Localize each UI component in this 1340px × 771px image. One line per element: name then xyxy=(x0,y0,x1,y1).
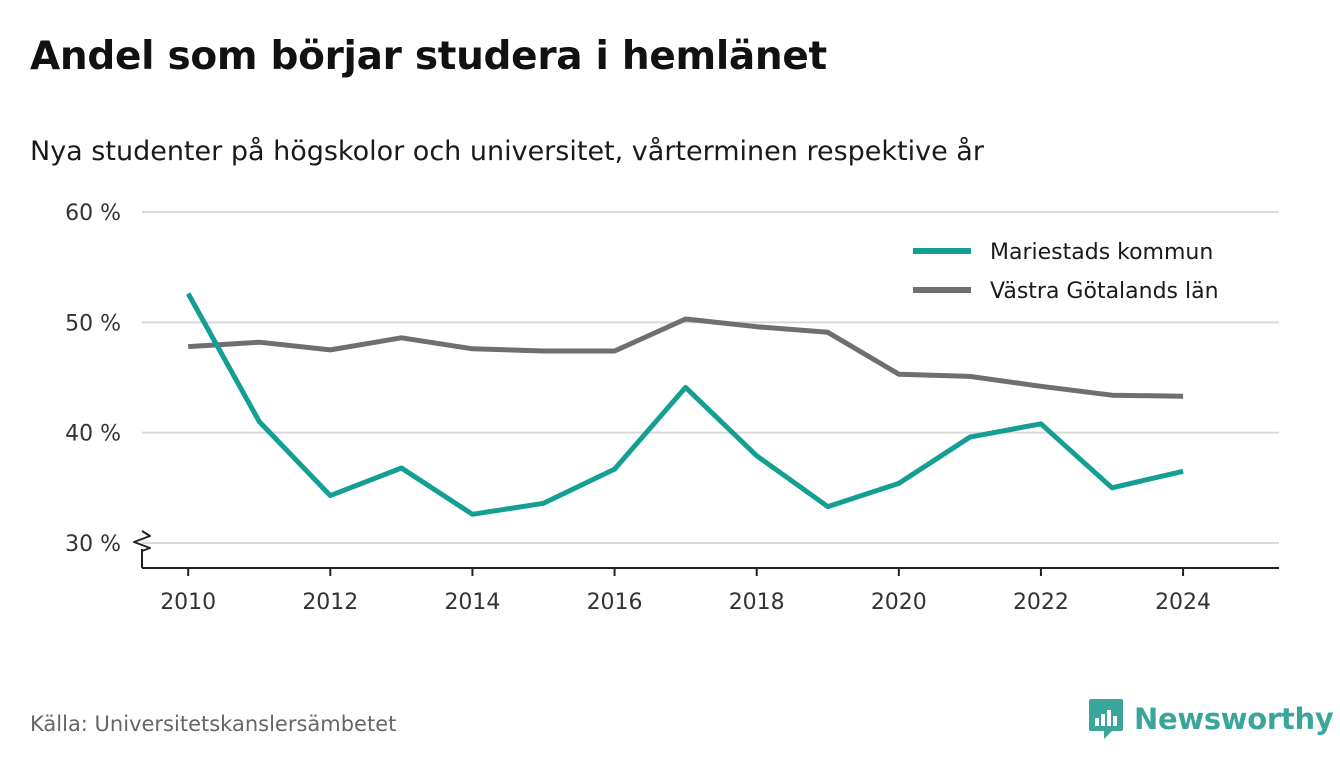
series-line-mariestads-kommun xyxy=(186,292,1184,517)
series-line-vastra-gotalands-lan xyxy=(188,316,1184,399)
x-axis xyxy=(133,530,1279,569)
y-axis-tick-labels: 30 % 40 % 50 % 60 % xyxy=(65,201,121,557)
source-note: Källa: Universitetskanslersämbetet xyxy=(30,712,397,736)
x-axis-tick-labels: 2010 2012 2014 2016 2018 2020 2022 2024 xyxy=(160,568,1211,615)
legend-label: Västra Götalands län xyxy=(990,279,1219,304)
y-tick-label: 50 % xyxy=(65,311,121,336)
x-tick-label: 2014 xyxy=(444,590,500,615)
brand-name: Newsworthy xyxy=(1134,702,1334,736)
legend-label: Mariestads kommun xyxy=(990,240,1213,265)
chart-title: Andel som börjar studera i hemlänet xyxy=(30,34,827,79)
x-tick-label: 2020 xyxy=(871,590,927,615)
newsworthy-logo-icon xyxy=(1089,699,1123,739)
x-tick-label: 2022 xyxy=(1013,590,1069,615)
x-tick-label: 2010 xyxy=(160,590,216,615)
x-tick-label: 2024 xyxy=(1155,590,1211,615)
x-tick-label: 2018 xyxy=(729,590,785,615)
x-tick-label: 2012 xyxy=(302,590,358,615)
brand-logo[interactable]: Newsworthy xyxy=(1088,696,1334,742)
series-lines xyxy=(186,292,1184,517)
y-tick-label: 30 % xyxy=(65,532,121,557)
chart-subtitle: Nya studenter på högskolor och universit… xyxy=(30,136,984,167)
x-tick-label: 2016 xyxy=(587,590,643,615)
y-tick-label: 60 % xyxy=(65,201,121,226)
y-tick-label: 40 % xyxy=(65,422,121,447)
legend: Mariestads kommun Västra Götalands län xyxy=(913,240,1219,304)
axis-break-icon xyxy=(133,530,151,552)
